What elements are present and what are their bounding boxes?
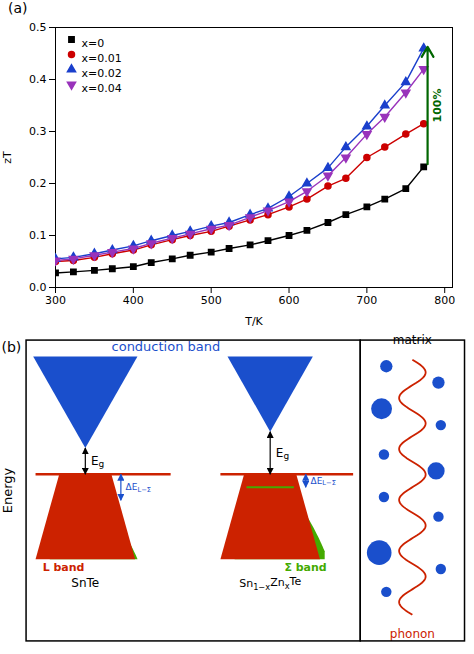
- svg-text:x=0.04: x=0.04: [82, 82, 122, 95]
- svg-text:T/K: T/K: [244, 315, 263, 328]
- svg-text:0.5: 0.5: [29, 21, 47, 34]
- svg-text:Energy: Energy: [0, 467, 15, 513]
- svg-text:ΔEL−Σ: ΔEL−Σ: [126, 482, 152, 494]
- svg-text:zT: zT: [1, 151, 14, 164]
- svg-text:conduction band: conduction band: [112, 339, 221, 354]
- html-text:(a): (a): [8, 0, 28, 16]
- svg-text:0.0: 0.0: [29, 281, 47, 294]
- svg-text:matrix: matrix: [392, 333, 432, 347]
- svg-text:Σ band: Σ band: [284, 561, 326, 574]
- svg-text:x=0: x=0: [82, 37, 105, 50]
- svg-text:0.3: 0.3: [29, 125, 47, 138]
- svg-text:0.4: 0.4: [29, 73, 47, 86]
- svg-text:(b): (b): [1, 339, 21, 355]
- svg-text:Eg: Eg: [91, 454, 104, 469]
- svg-text:phonon: phonon: [390, 627, 435, 641]
- svg-text:x=0.01: x=0.01: [82, 52, 122, 65]
- svg-text:0.2: 0.2: [29, 177, 47, 190]
- svg-text:600: 600: [279, 294, 300, 307]
- svg-text:ΔEL−Σ: ΔEL−Σ: [310, 475, 336, 487]
- svg-text:SnTe: SnTe: [71, 576, 99, 590]
- svg-text:100%: 100%: [431, 89, 444, 123]
- svg-text:L band: L band: [43, 561, 85, 574]
- svg-text:800: 800: [434, 294, 455, 307]
- svg-text:400: 400: [123, 294, 144, 307]
- svg-text:500: 500: [201, 294, 222, 307]
- svg-text:0.1: 0.1: [29, 229, 47, 242]
- svg-text:700: 700: [356, 294, 377, 307]
- svg-text:Sn1−xZnxTe: Sn1−xZnxTe: [239, 575, 301, 592]
- svg-text:x=0.02: x=0.02: [82, 67, 122, 80]
- svg-text:Eg: Eg: [276, 445, 289, 460]
- svg-text:300: 300: [45, 294, 66, 307]
